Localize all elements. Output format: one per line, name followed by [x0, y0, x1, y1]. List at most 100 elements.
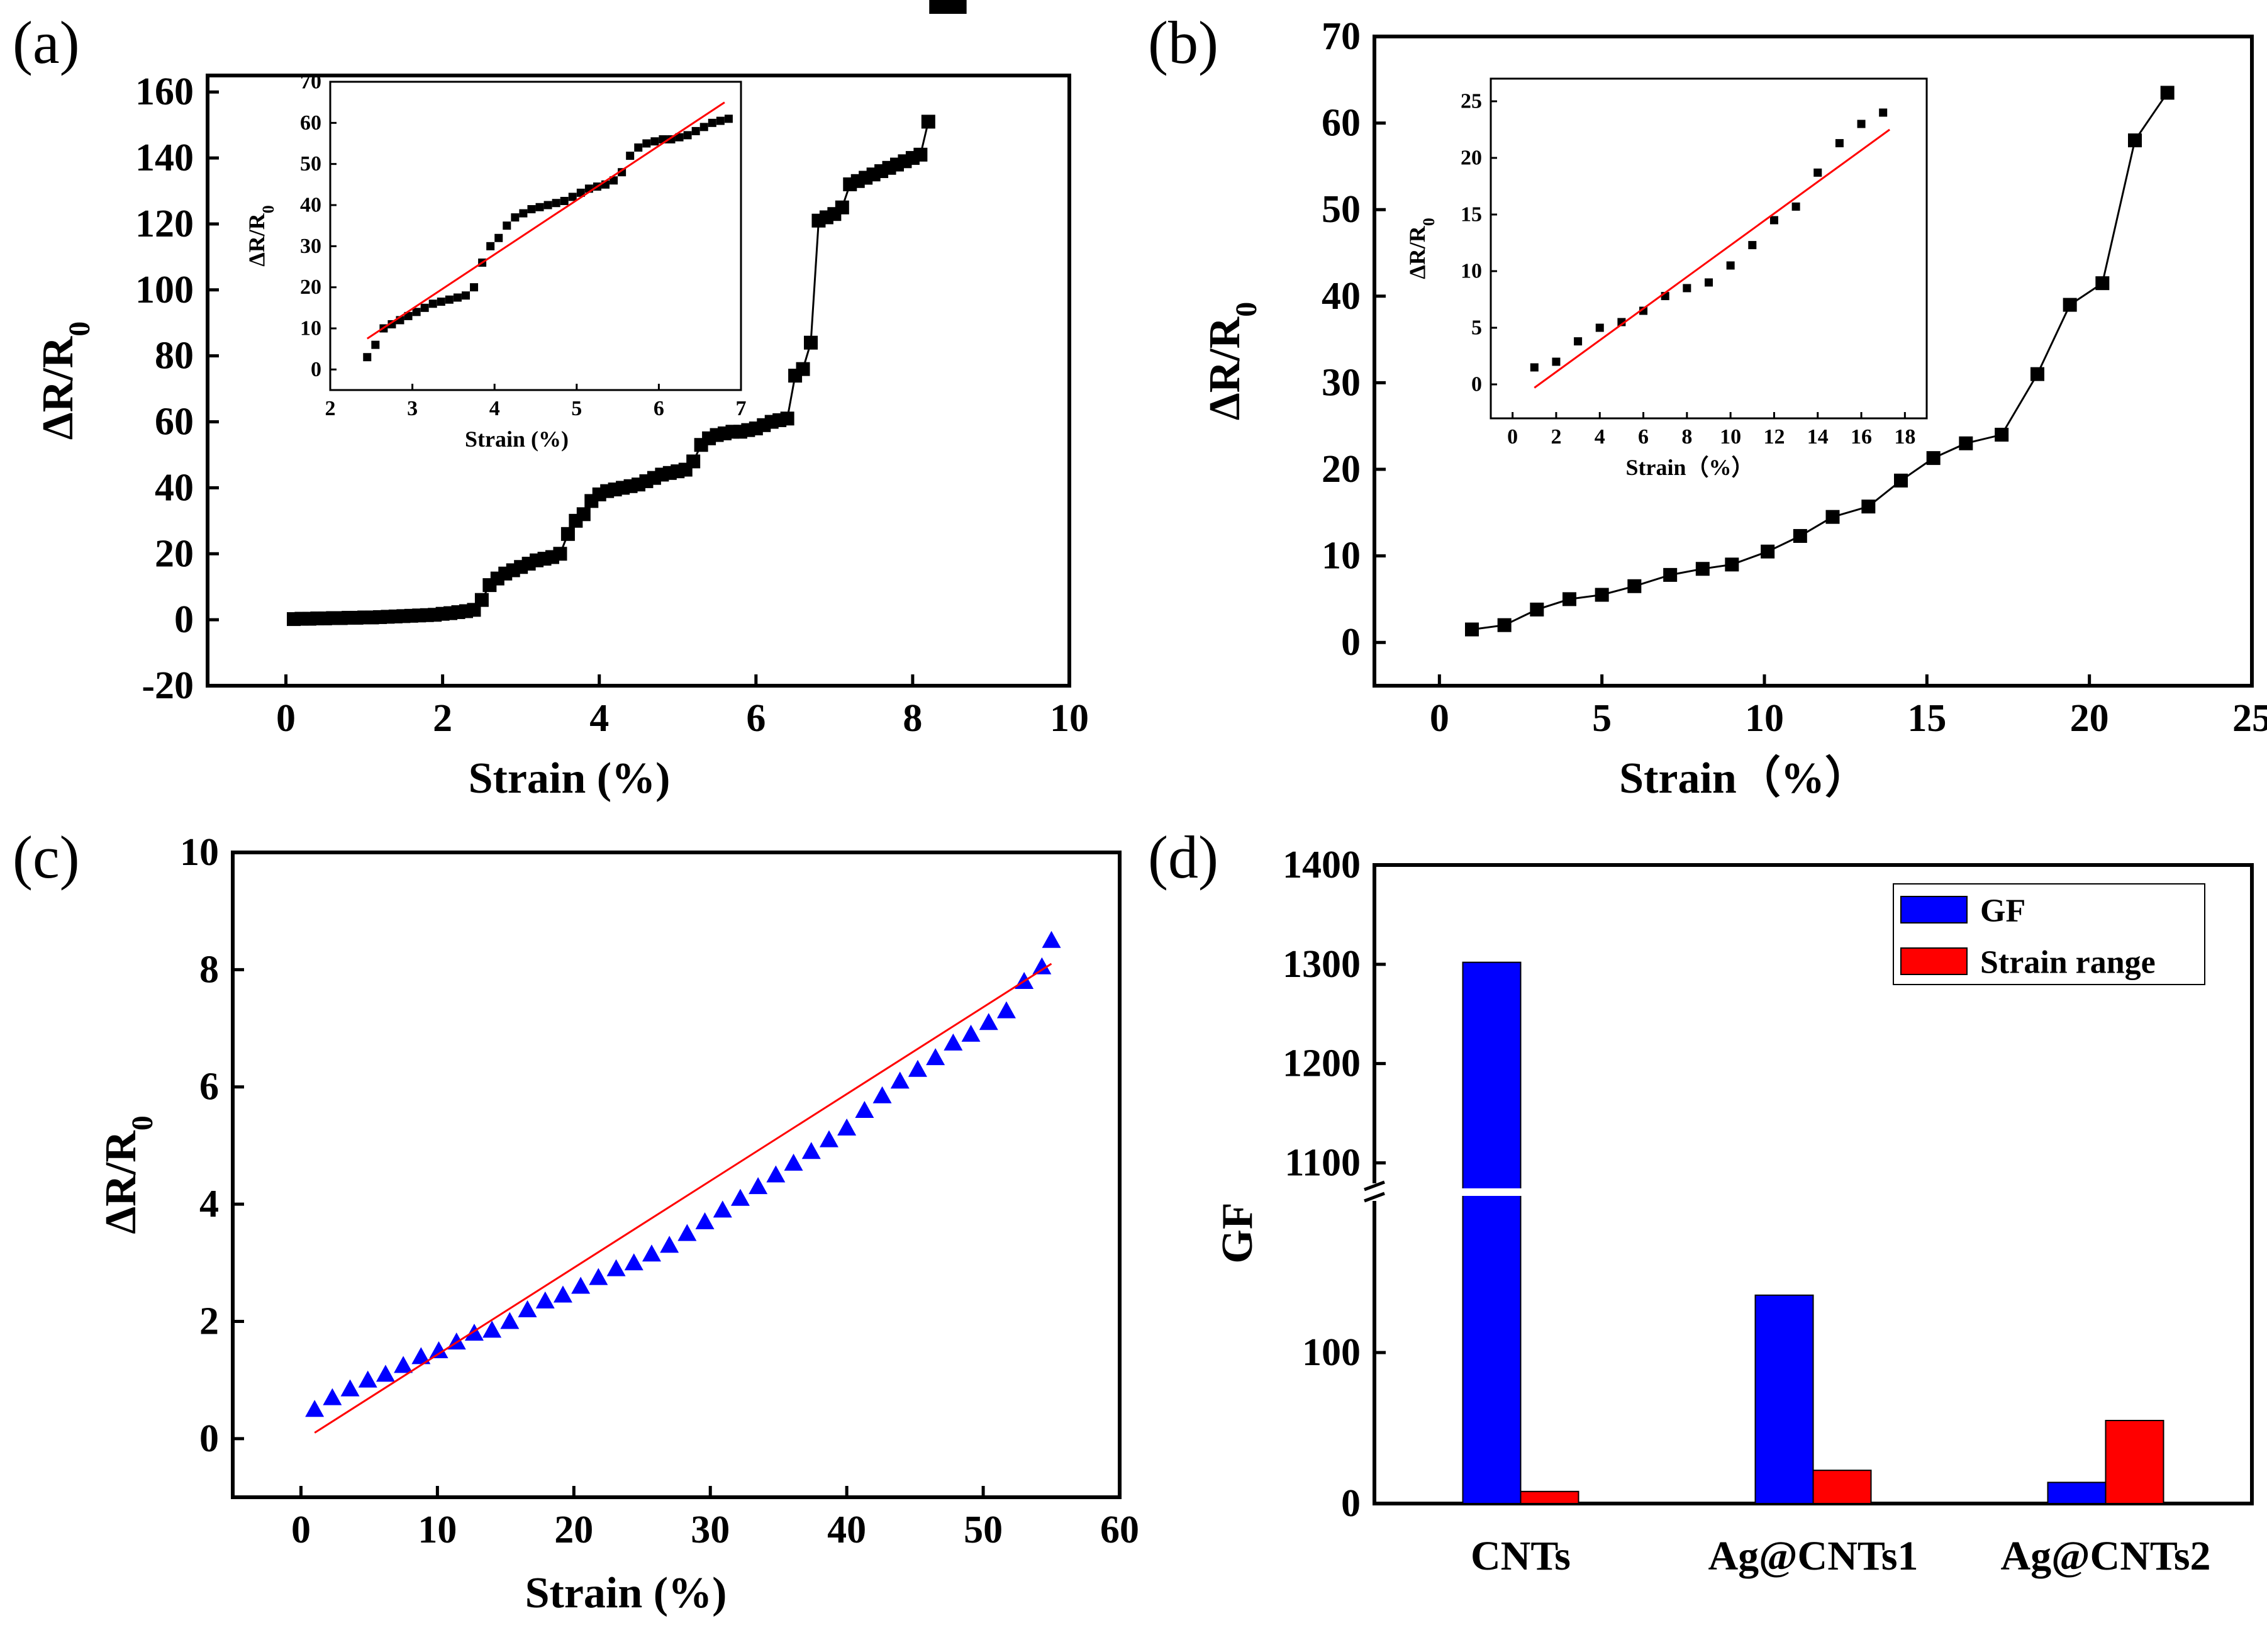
panel-d-ytick-label: 1400 [1283, 844, 1361, 886]
panel-c-xlabel: Strain (%) [525, 1569, 727, 1617]
panel-c-data-point [801, 1142, 821, 1159]
panel-a-data-point [576, 507, 591, 522]
panel-b-inset-data-point [1791, 202, 1800, 211]
panel-d-category-label: CNTs [1471, 1533, 1571, 1579]
panel-c-ylabel: ΔR/R0 [97, 1115, 159, 1234]
panel-a-inset-data-point [437, 298, 445, 306]
panel-a-xlabel: Strain (%) [469, 754, 671, 803]
panel-a-inset-data-point [453, 293, 462, 302]
panel-a-inset-ytick-label: 20 [300, 276, 321, 299]
panel-a-ytick-label: 20 [155, 532, 194, 575]
panel-b-ytick-label: 10 [1322, 535, 1361, 578]
panel-b-inset-data-point [1683, 284, 1691, 293]
panel-c-xtick-label: 50 [964, 1509, 1003, 1551]
panel-c-data-point [944, 1033, 963, 1051]
panel-c-data-point [518, 1300, 537, 1317]
panel-a-inset-xtick-label: 3 [407, 397, 418, 420]
panel-b-data-point [1562, 592, 1576, 606]
panel-b-data-point [1959, 436, 1973, 450]
panel-b-data-point [2160, 86, 2175, 100]
panel-c-data-point [340, 1379, 360, 1397]
panel-a-xtick-label: 4 [589, 697, 609, 740]
panel-b-inset-ytick-label: 5 [1471, 316, 1482, 340]
panel-b-data-point [1497, 618, 1512, 632]
panel-a-inset-ytick-label: 50 [300, 152, 321, 176]
panel-a-inset-frame [329, 81, 742, 391]
panel-b-inset-data-point [1639, 306, 1648, 315]
panel-b-data-point [1663, 567, 1678, 582]
panel-b-inset-xtick-label: 4 [1595, 425, 1605, 449]
panel-c-data-point [837, 1118, 857, 1136]
panel-b-data-point [1793, 528, 1807, 543]
panel-c-data-point [411, 1347, 431, 1365]
panel-b-inset-xtick-label: 10 [1720, 425, 1741, 449]
panel-b-inset-ytick-label: 25 [1461, 90, 1482, 113]
panel-b-data-point [1894, 473, 1908, 488]
panel-c-fit-line [314, 963, 1052, 1434]
panel-c-xtick-label: 20 [554, 1509, 593, 1551]
panel-b-ylabel: ΔR/R0 [1201, 302, 1263, 420]
panel-a-inset-data-point [486, 242, 495, 250]
panel-a-inset-data-point [576, 188, 585, 197]
panel-a-ytick-label: 160 [135, 70, 194, 113]
panel-b-data-point [1761, 544, 1775, 559]
panel-b-inset-ytick-label: 20 [1461, 147, 1482, 170]
panel-c-xtick-label: 10 [418, 1509, 457, 1551]
panel-a-inset-xtick-label: 7 [736, 397, 747, 420]
panel-d-bar-break-gap [1460, 1188, 1523, 1196]
panel-b-inset-xtick-label: 18 [1894, 425, 1915, 449]
panel-d-ytick-label: 1200 [1283, 1042, 1361, 1085]
panel-c-data-point [1032, 957, 1052, 974]
panel-d-legend-label-strain-range: Strain range [1980, 945, 2156, 981]
panel-b-xtick-label: 5 [1592, 697, 1612, 740]
panel-a-inset-data-point [535, 203, 544, 211]
panel-b-inset-xlabel: Strain（%） [1625, 455, 1754, 480]
panel-a-ytick-label: 60 [155, 401, 194, 444]
panel-a-inset-data-point [642, 139, 651, 148]
panel-d-legend: GF Strain range [1893, 883, 2205, 985]
panel-a-inset-data-point [404, 311, 413, 320]
panel-b-xtick-label: 0 [1430, 697, 1449, 740]
panel-d-bar-strain-range [1520, 1490, 1579, 1505]
panel-d-bar-gf [1754, 1294, 1814, 1505]
panel-d-ylabel: GF [1213, 1202, 1262, 1263]
panel-a-inset-ytick-label: 0 [311, 358, 321, 381]
panel-c-data-point [376, 1365, 395, 1382]
panel-a-xtick-label: 10 [1050, 697, 1089, 740]
panel-d-legend-swatch-strain-range [1900, 947, 1968, 975]
panel-a-inset-ylabel: ΔR/R0 [244, 205, 277, 267]
panel-a-ytick-label: 40 [155, 466, 194, 509]
panel-b-data-point [1861, 500, 1876, 514]
panel-b-inset-data-point [1879, 108, 1888, 117]
panel-b-ytick-label: 40 [1322, 275, 1361, 318]
panel-c-data-point [890, 1071, 910, 1089]
panel-c-ytick-label: 0 [199, 1417, 219, 1460]
panel-d-bar-gf [1462, 961, 1522, 1504]
panel-d: (d) 0 100 1100 1200 1300 1400 GF CNTs Ag@CNTs1 Ag@… [1148, 823, 2254, 1579]
panel-b-data-point [1825, 510, 1840, 524]
panel-c-ytick-label: 2 [199, 1300, 219, 1342]
panel-a-inset-data-point [543, 201, 552, 209]
panel-c: (c) 0 10 20 30 40 50 60 0 2 4 6 8 10 Strain (%) ΔR/R0 [13, 823, 1139, 1617]
panel-b-inset-data-point [1726, 261, 1735, 270]
panel-b-inset-data-point [1552, 357, 1561, 366]
panel-a-data-point [913, 147, 928, 162]
panel-c-data-point [624, 1253, 643, 1271]
panel-b-xtick-label: 10 [1745, 697, 1784, 740]
panel-a-inset-ytick-label: 60 [300, 111, 321, 135]
panel-b-inset-fit-line [1534, 128, 1890, 389]
panel-c-data-point [926, 1048, 945, 1066]
panel-a-ytick-label: 120 [135, 203, 194, 245]
panel-d-bar-strain-range [2105, 1420, 2164, 1504]
panel-c-xtick-label: 60 [1100, 1509, 1139, 1551]
panel-c-data-point [855, 1101, 874, 1118]
panel-a-inset-ytick-label: 30 [300, 235, 321, 258]
panel-a-inset-data-point [560, 196, 569, 205]
panel-b-series-line [1471, 92, 2168, 631]
panel-b-inset-ytick-label: 15 [1461, 203, 1482, 226]
panel-b-inset-data-point [1574, 337, 1583, 346]
panel-a-inset-data-point [626, 152, 635, 160]
panel-b-label: (b) [1148, 9, 1218, 76]
panel-a-data-point [835, 200, 849, 215]
panel-c-data-point [908, 1059, 927, 1077]
